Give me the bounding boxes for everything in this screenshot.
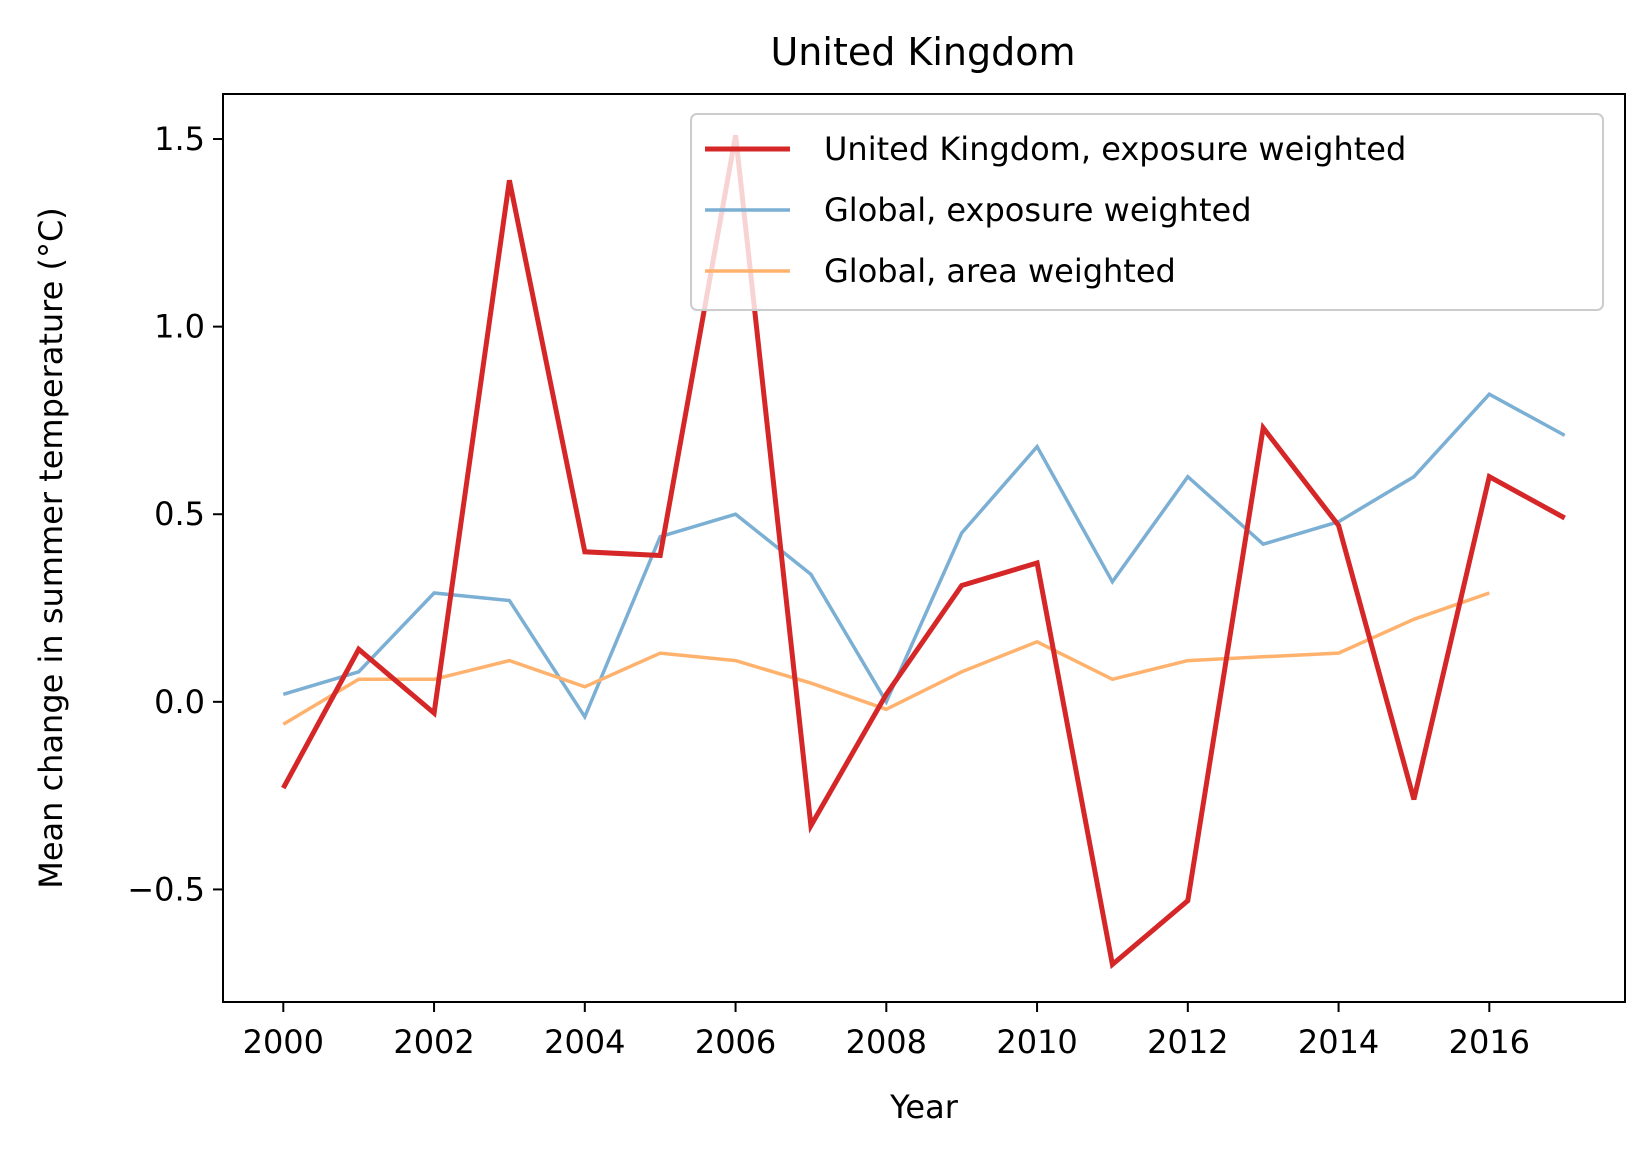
x-tick-label: 2010 <box>996 1023 1077 1061</box>
legend-label-united-kingdom-exposure-weighted: United Kingdom, exposure weighted <box>824 130 1406 168</box>
plot-frame <box>222 93 1626 1003</box>
x-tick-label: 2008 <box>846 1023 927 1061</box>
chart-title: United Kingdom <box>770 30 1075 74</box>
x-tick-label: 2016 <box>1449 1023 1530 1061</box>
y-axis-label: Mean change in summer temperature (°C) <box>32 207 70 889</box>
legend: United Kingdom, exposure weighted Global,… <box>690 113 1604 311</box>
y-tick-label: −0.5 <box>127 870 205 908</box>
plot-lines <box>281 134 1566 970</box>
x-tick-label: 2012 <box>1147 1023 1228 1061</box>
x-tick-label: 2004 <box>544 1023 625 1061</box>
legend-label-global-area-weighted: Global, area weighted <box>824 252 1176 290</box>
x-tick-label: 2002 <box>393 1023 474 1061</box>
x-axis-label: Year <box>889 1088 959 1126</box>
y-tick-label: 1.0 <box>154 308 205 346</box>
series-line-united-kingdom-exposure-weighted <box>281 134 1566 970</box>
y-axis-ticks: −0.5 0.0 0.5 1.0 1.5 <box>127 120 223 908</box>
x-tick-label: 2014 <box>1298 1023 1379 1061</box>
series-line-global-exposure-weighted <box>282 392 1566 721</box>
y-tick-label: 0.5 <box>154 495 205 533</box>
x-axis-ticks: 2000 2002 2004 2006 2008 2010 2012 2014 2016 <box>243 1002 1530 1061</box>
x-tick-label: 2006 <box>695 1023 776 1061</box>
series-line-global-area-weighted <box>282 591 1490 726</box>
y-tick-label: 1.5 <box>154 120 205 158</box>
y-tick-label: 0.0 <box>154 683 205 721</box>
legend-label-global-exposure-weighted: Global, exposure weighted <box>824 191 1252 229</box>
x-tick-label: 2000 <box>243 1023 324 1061</box>
legend-box <box>690 113 1604 311</box>
